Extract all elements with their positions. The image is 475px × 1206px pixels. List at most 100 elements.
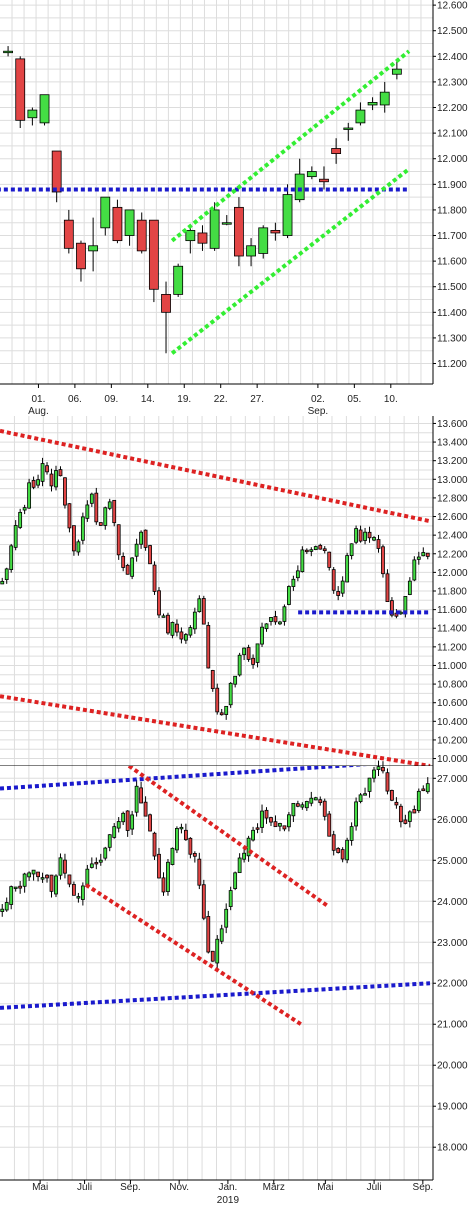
candle bbox=[358, 525, 363, 543]
x-tick-label: Sep. bbox=[413, 1182, 434, 1193]
y-tick-label: 12.000 bbox=[437, 568, 468, 579]
candle-body bbox=[270, 229, 281, 234]
x-tick-label: 02. bbox=[311, 394, 325, 405]
candle bbox=[179, 627, 184, 644]
candle-body bbox=[363, 531, 367, 541]
candle-body bbox=[349, 543, 354, 557]
x-tick-labels: Mai Juli Sep. Nov. Jan. 2019 März Mai Juli Sep. bbox=[32, 1180, 433, 1206]
candle bbox=[13, 886, 18, 892]
candle bbox=[134, 538, 139, 562]
candle-body bbox=[264, 623, 269, 630]
price-chart-medium-term: 10.000 10.200 10.400 10.600 10.800 11.000 11.2… bbox=[0, 416, 468, 779]
candles bbox=[0, 760, 430, 969]
candle bbox=[354, 525, 358, 545]
candle bbox=[130, 557, 135, 580]
candle bbox=[416, 788, 421, 813]
candle bbox=[287, 585, 291, 606]
y-tick-label: 11.000 bbox=[437, 661, 467, 672]
candle-body bbox=[407, 811, 412, 822]
candle bbox=[394, 797, 399, 809]
candle-body bbox=[331, 148, 342, 154]
y-tick-label: 10.600 bbox=[437, 698, 468, 709]
candle bbox=[161, 872, 166, 896]
candle bbox=[103, 846, 108, 861]
candle bbox=[318, 796, 323, 806]
candle bbox=[367, 526, 372, 543]
candle bbox=[287, 811, 291, 832]
candle bbox=[425, 777, 430, 794]
candle-body bbox=[76, 242, 86, 270]
candle-body bbox=[139, 531, 143, 545]
candle bbox=[136, 212, 147, 254]
x-tick-label: 05. bbox=[347, 394, 361, 405]
candle-body bbox=[425, 783, 430, 793]
candle bbox=[89, 492, 94, 507]
candle bbox=[237, 853, 242, 874]
candle-body bbox=[291, 578, 296, 587]
candle bbox=[318, 543, 323, 550]
candle-body bbox=[210, 950, 215, 962]
candle bbox=[421, 785, 426, 792]
candle bbox=[367, 97, 378, 111]
candle-body bbox=[72, 884, 76, 896]
candle bbox=[295, 565, 300, 582]
candle-body bbox=[166, 861, 170, 892]
y-tick-label: 24.000 bbox=[437, 897, 468, 908]
candle-body bbox=[27, 482, 32, 509]
candles bbox=[3, 46, 402, 354]
candle bbox=[58, 466, 63, 477]
candle bbox=[237, 652, 242, 677]
candle-body bbox=[381, 767, 385, 772]
candle-body bbox=[197, 598, 202, 613]
candle bbox=[336, 586, 341, 601]
candle bbox=[13, 520, 18, 551]
candle bbox=[76, 539, 81, 556]
candle bbox=[152, 831, 157, 860]
candle bbox=[224, 705, 229, 720]
candle-body bbox=[63, 859, 67, 874]
y-tick-label: 11.900 bbox=[437, 180, 467, 191]
candle bbox=[89, 857, 94, 869]
y-tick-label: 11.200 bbox=[437, 359, 467, 370]
candle bbox=[188, 625, 193, 638]
candle bbox=[264, 623, 269, 632]
x-tick-label: Mai bbox=[317, 1182, 333, 1193]
candle-body bbox=[331, 834, 336, 851]
candle-body bbox=[327, 551, 332, 568]
candle-body bbox=[124, 209, 135, 236]
candle-body bbox=[358, 529, 363, 542]
candle-body bbox=[54, 470, 58, 488]
y-tick-label: 11.200 bbox=[437, 642, 467, 653]
candle-body bbox=[390, 600, 394, 616]
x-tick-sublabel: 2019 bbox=[217, 1195, 240, 1206]
candle bbox=[209, 202, 220, 251]
candle bbox=[58, 853, 63, 880]
candle-body bbox=[242, 647, 247, 656]
candle-body bbox=[63, 219, 74, 249]
candle-body bbox=[246, 647, 251, 660]
candle bbox=[201, 879, 206, 921]
candle bbox=[251, 826, 255, 842]
candle bbox=[381, 544, 385, 578]
candle-body bbox=[354, 528, 358, 543]
candle bbox=[80, 882, 85, 906]
candle bbox=[319, 166, 329, 190]
candle bbox=[197, 852, 202, 890]
candle-body bbox=[175, 828, 179, 851]
candle-body bbox=[291, 802, 296, 817]
candle bbox=[228, 886, 233, 911]
candle bbox=[407, 810, 412, 828]
candle bbox=[327, 810, 332, 837]
candle bbox=[242, 847, 247, 863]
candle bbox=[45, 462, 49, 475]
candle bbox=[175, 619, 179, 637]
candle-body bbox=[228, 890, 233, 907]
candle-body bbox=[343, 127, 354, 130]
y-tick-label: 13.000 bbox=[437, 475, 468, 486]
candle bbox=[345, 837, 350, 864]
candle-body bbox=[376, 766, 381, 770]
candle-body bbox=[372, 537, 376, 541]
candle-body bbox=[18, 511, 23, 528]
candle bbox=[112, 499, 117, 527]
candle bbox=[372, 766, 376, 783]
